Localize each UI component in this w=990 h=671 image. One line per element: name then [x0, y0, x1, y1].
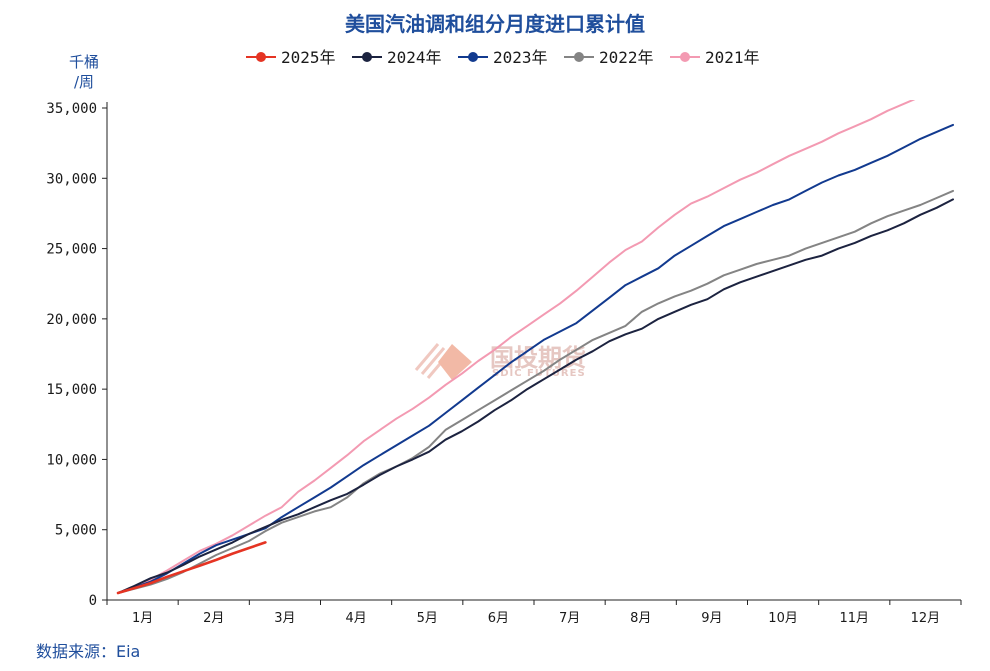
y-tick-label: 25,000: [46, 242, 97, 258]
legend-marker: [256, 52, 266, 62]
series-line-2025年: [116, 541, 267, 595]
x-tick-label: 1月: [132, 611, 153, 626]
x-tick-label: 11月: [839, 611, 869, 626]
x-tick-label: 5月: [417, 611, 438, 626]
y-tick-label: 35,000: [46, 101, 97, 117]
legend-marker: [574, 52, 584, 62]
legend-label: 2022年: [599, 48, 654, 67]
series-line-2021年: [117, 100, 916, 594]
x-tick-label: 3月: [274, 611, 295, 626]
data-source: 数据来源：Eia: [36, 642, 140, 661]
x-tick-label: 8月: [630, 611, 651, 626]
legend-item: 2021年: [670, 48, 760, 67]
y-tick-label: 5,000: [55, 523, 97, 539]
legend-item: 2022年: [564, 48, 654, 67]
legend-label: 2024年: [387, 48, 442, 67]
x-tick-label: 7月: [559, 611, 580, 626]
legend-marker: [362, 52, 372, 62]
x-tick-label: 4月: [345, 611, 366, 626]
x-tick-label: 12月: [911, 611, 941, 626]
watermark: 国投期货 SDIC FUTURES: [414, 343, 586, 380]
legend-label: 2021年: [705, 48, 760, 67]
x-tick-label: 6月: [488, 611, 509, 626]
y-tick-label: 0: [89, 593, 97, 609]
chart-title: 美国汽油调和组分月度进口累计值: [345, 12, 645, 36]
y-tick-label: 20,000: [46, 312, 97, 328]
legend-marker: [468, 52, 478, 62]
y-axis: 0 5,000 10,000 15,000 20,000 25,000 30,000 35,0…: [46, 101, 108, 609]
x-tick-label: 2月: [203, 611, 224, 626]
series-line-2022年: [117, 189, 954, 594]
y-tick-label: 15,000: [46, 382, 97, 398]
y-tick-label: 10,000: [46, 452, 97, 468]
legend: 2025年 2024年 2023年 2022年 2021年: [246, 48, 760, 67]
series-layer: [116, 100, 954, 595]
legend-item: 2023年: [458, 48, 548, 67]
series-line-2024年: [117, 198, 954, 594]
y-axis-unit-line1: 千桶: [69, 53, 99, 71]
y-axis-unit-line2: /周: [74, 73, 94, 91]
legend-item: 2024年: [352, 48, 442, 67]
legend-label: 2023年: [493, 48, 548, 67]
x-tick-label: 10月: [768, 611, 798, 626]
legend-marker: [680, 52, 690, 62]
x-tick-label: 9月: [701, 611, 722, 626]
y-tick-label: 30,000: [46, 171, 97, 187]
x-axis: 1月 2月 3月 4月 5月 6月 7月 8月 9月 10月 11月 12月: [106, 599, 962, 626]
watermark-logo-icon: [414, 343, 472, 380]
legend-label: 2025年: [281, 48, 336, 67]
legend-item: 2025年: [246, 48, 336, 67]
